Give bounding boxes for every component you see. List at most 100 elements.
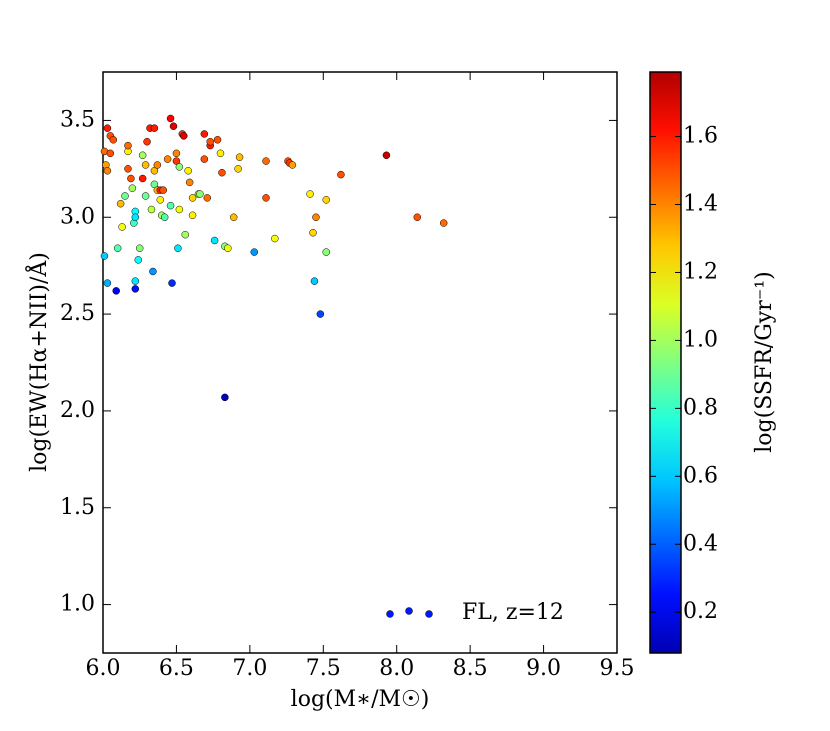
point <box>250 248 259 256</box>
point <box>271 234 279 243</box>
point <box>413 213 422 221</box>
point <box>147 205 156 214</box>
x-tick-label: 9.5 <box>600 656 635 681</box>
y-tick-label: 3.0 <box>60 204 95 229</box>
point <box>221 393 229 402</box>
point <box>116 199 125 208</box>
point <box>206 137 214 146</box>
point <box>234 165 242 173</box>
point <box>106 149 115 158</box>
point <box>185 178 194 187</box>
point <box>109 136 118 144</box>
colorbar-tick-label: 0.8 <box>683 395 718 420</box>
point <box>138 151 147 160</box>
point <box>124 165 132 173</box>
y-tick-label: 3.5 <box>60 107 95 132</box>
point <box>131 277 140 285</box>
point <box>203 194 212 202</box>
point <box>218 168 226 177</box>
x-tick-label: 6.0 <box>86 656 121 681</box>
point <box>316 310 325 318</box>
y-tick-label: 1.0 <box>60 592 95 617</box>
point <box>156 196 165 204</box>
point <box>100 252 109 260</box>
point <box>118 223 126 231</box>
legend-marker <box>425 610 433 618</box>
point <box>175 205 184 214</box>
point <box>310 277 319 285</box>
point <box>103 167 112 175</box>
point <box>262 157 270 165</box>
colorbar-tick-label: 0.2 <box>683 599 718 624</box>
point <box>188 211 197 220</box>
colorbar-tick-label: 0.6 <box>683 463 718 488</box>
point <box>143 137 151 146</box>
point <box>150 124 159 132</box>
x-axis-label: log(M∗/M☉) <box>291 687 430 712</box>
point <box>213 136 222 144</box>
point <box>168 279 176 287</box>
colorbar-label: log(SSFR/Gyr⁻¹) <box>752 271 777 452</box>
x-tick-label: 6.5 <box>159 656 194 681</box>
point <box>309 228 317 237</box>
point <box>113 244 122 252</box>
colorbar-tick-label: 1.6 <box>683 124 718 149</box>
colorbar-tick-label: 1.2 <box>683 259 718 284</box>
point <box>306 190 314 198</box>
point <box>134 256 142 264</box>
point <box>180 132 188 140</box>
point <box>166 201 175 210</box>
point <box>184 167 192 175</box>
point <box>172 149 181 158</box>
point <box>159 186 167 194</box>
colorbar <box>649 71 682 654</box>
point <box>235 153 244 161</box>
point <box>141 161 150 169</box>
point <box>163 155 172 163</box>
plot-frame <box>102 71 618 654</box>
point <box>124 141 132 150</box>
point <box>131 213 140 221</box>
point <box>188 194 197 202</box>
legend-marker <box>386 610 394 618</box>
y-axis-label: log(EW(Hα+NII)/Å) <box>24 252 52 472</box>
point <box>288 161 297 169</box>
point <box>127 174 135 183</box>
x-tick-label: 7.0 <box>232 656 267 681</box>
colorbar-tick-label: 0.4 <box>683 531 718 556</box>
point <box>439 219 448 227</box>
point <box>229 213 238 221</box>
x-tick-label: 8.5 <box>453 656 488 681</box>
point <box>322 248 330 256</box>
y-tick-label: 2.5 <box>60 301 95 326</box>
x-tick-label: 7.5 <box>306 656 341 681</box>
point <box>216 149 225 158</box>
point <box>196 190 204 198</box>
point <box>131 285 140 293</box>
point <box>210 236 219 245</box>
point <box>262 194 270 202</box>
y-tick-label: 2.0 <box>60 398 95 423</box>
point <box>166 114 175 123</box>
point <box>200 155 209 163</box>
x-tick-label: 8.0 <box>379 656 414 681</box>
colorbar-tick-label: 1.0 <box>683 327 718 352</box>
point <box>337 170 345 179</box>
legend-label: FL, z=12 <box>462 600 564 625</box>
point <box>103 124 112 132</box>
point <box>149 267 157 276</box>
point <box>141 192 150 200</box>
point <box>121 192 129 200</box>
point <box>138 174 147 183</box>
point <box>103 279 112 287</box>
point <box>175 163 184 171</box>
point <box>181 230 189 239</box>
legend-marker <box>405 607 413 615</box>
point <box>112 287 120 295</box>
point <box>128 184 137 192</box>
point <box>312 213 320 221</box>
y-tick-label: 1.5 <box>60 495 95 520</box>
point <box>224 244 232 252</box>
point <box>200 130 209 138</box>
